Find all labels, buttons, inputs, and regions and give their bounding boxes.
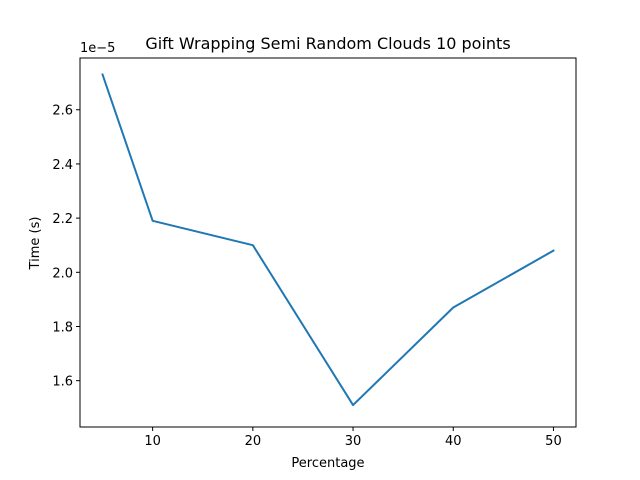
y-tick-label-2: 2.0 — [52, 266, 73, 281]
chart-title: Gift Wrapping Semi Random Clouds 10 poin… — [145, 34, 510, 53]
y-axis-label: Time (s) — [28, 217, 43, 271]
axes-frame — [79, 57, 577, 428]
series-line-0 — [101, 73, 555, 407]
x-tick-label-4: 50 — [545, 434, 562, 449]
y-tick-label-3: 2.2 — [52, 212, 73, 227]
x-tick-label-2: 30 — [345, 434, 362, 449]
y-tick-label-5: 2.6 — [52, 104, 73, 119]
y-offset-label: 1e−5 — [80, 41, 115, 56]
y-tick-label-4: 2.4 — [52, 158, 73, 173]
x-tick-label-1: 20 — [245, 434, 262, 449]
x-axis-label: Percentage — [291, 456, 364, 471]
x-tick-label-0: 10 — [144, 434, 161, 449]
y-tick-label-1: 1.8 — [52, 320, 73, 335]
y-tick-label-0: 1.6 — [52, 375, 73, 390]
x-tick-label-3: 40 — [445, 434, 462, 449]
plot-area: 10 20 30 40 50 1.6 1.8 2.0 2.2 2.4 2.6 — [52, 57, 577, 449]
